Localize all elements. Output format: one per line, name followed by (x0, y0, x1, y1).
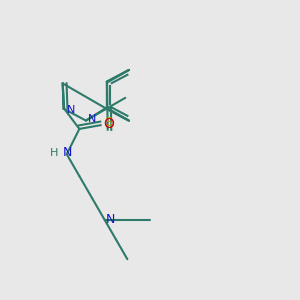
Text: N: N (63, 146, 73, 159)
Text: O: O (103, 117, 114, 131)
Text: S: S (104, 116, 112, 129)
Text: N: N (67, 105, 75, 115)
Text: H: H (50, 148, 58, 158)
Text: N: N (106, 213, 115, 226)
Text: N: N (88, 114, 97, 124)
